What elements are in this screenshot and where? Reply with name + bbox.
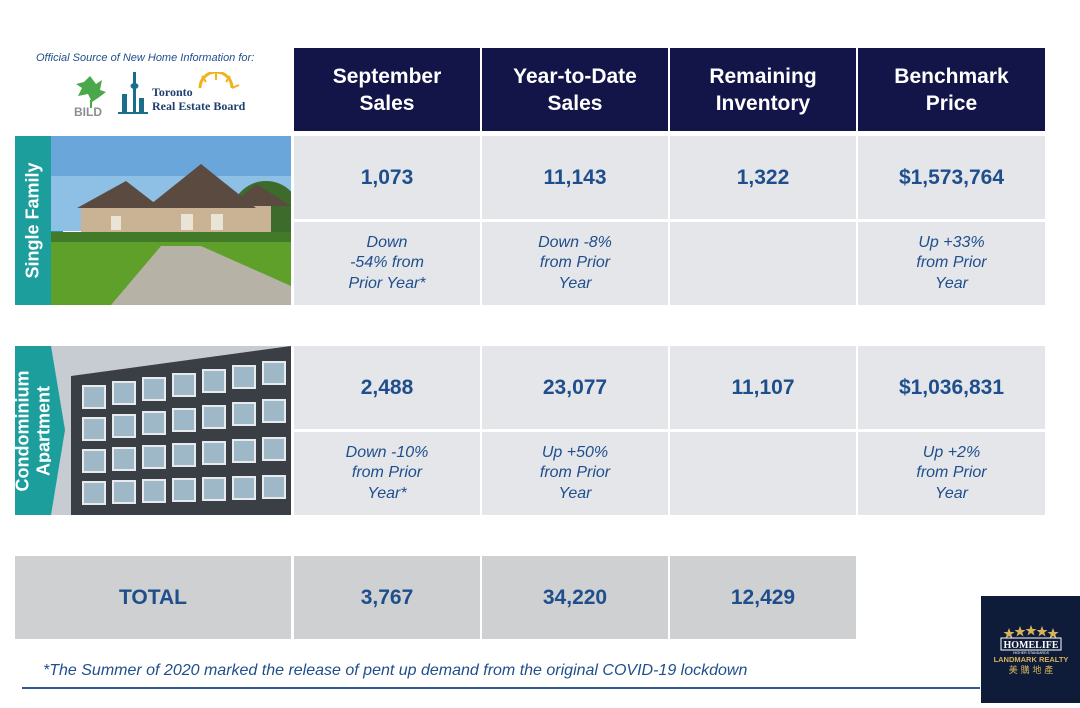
total-ytd-sales: 34,220 <box>482 556 668 639</box>
total-remaining-inventory: 12,429 <box>670 556 856 639</box>
single-family-house-image <box>51 136 291 305</box>
sf-september-sales-note: Down -54% from Prior Year* <box>294 222 480 305</box>
sf-ytd-sales: 11,143 <box>482 136 668 219</box>
bild-logo-text: BILD <box>74 105 102 119</box>
condo-building-image <box>51 346 291 515</box>
treb-logo: Toronto Real Estate Board <box>118 72 246 114</box>
partner-logos: BILD Toronto Real Estate Board <box>74 72 246 119</box>
condo-september-sales-note: Down -10% from Prior Year* <box>294 432 480 515</box>
svg-text:HOMELIFE: HOMELIFE <box>1003 640 1058 651</box>
svg-text:HIGHER STANDARDS: HIGHER STANDARDS <box>1013 651 1050 655</box>
sf-september-sales: 1,073 <box>294 136 480 219</box>
condo-remaining-inventory-note <box>670 432 856 515</box>
bild-logo: BILD <box>74 76 106 119</box>
header-september-sales: September Sales <box>294 48 480 131</box>
total-september-sales: 3,767 <box>294 556 480 639</box>
total-label-cell: TOTAL <box>15 556 291 639</box>
condo-label: Condominium Apartment <box>12 370 54 491</box>
svg-text:LANDMARK REALTY: LANDMARK REALTY <box>994 655 1069 664</box>
header-benchmark-price: Benchmark Price <box>858 48 1045 131</box>
single-family-label: Single Family <box>22 162 43 279</box>
sf-ytd-sales-note: Down -8% from Prior Year <box>482 222 668 305</box>
treb-logo-line1: Toronto <box>152 85 193 99</box>
official-source-text: Official Source of New Home Information … <box>36 52 255 64</box>
condo-remaining-inventory: 11,107 <box>670 346 856 429</box>
svg-text:美 購 地 產: 美 購 地 產 <box>1009 664 1054 676</box>
sf-remaining-inventory-note <box>670 222 856 305</box>
condo-september-sales: 2,488 <box>294 346 480 429</box>
condo-benchmark-price: $1,036,831 <box>858 346 1045 429</box>
condo-ytd-sales-note: Up +50% from Prior Year <box>482 432 668 515</box>
treb-logo-line2: Real Estate Board <box>152 99 246 113</box>
sf-benchmark-price: $1,573,764 <box>858 136 1045 219</box>
sf-benchmark-price-note: Up +33% from Prior Year <box>858 222 1045 305</box>
sf-remaining-inventory: 1,322 <box>670 136 856 219</box>
single-family-tab: Single Family <box>15 136 51 305</box>
condo-tab: Condominium Apartment <box>12 346 54 515</box>
homelife-brand-logo: HOMELIFE HIGHER STANDARDS LANDMARK REALT… <box>981 596 1080 703</box>
header-ytd-sales: Year-to-Date Sales <box>482 48 668 131</box>
header-remaining-inventory: Remaining Inventory <box>670 48 856 131</box>
footnote: *The Summer of 2020 marked the release o… <box>43 662 748 679</box>
condo-benchmark-price-note: Up +2% from Prior Year <box>858 432 1045 515</box>
condo-ytd-sales: 23,077 <box>482 346 668 429</box>
footer-rule <box>22 687 980 689</box>
